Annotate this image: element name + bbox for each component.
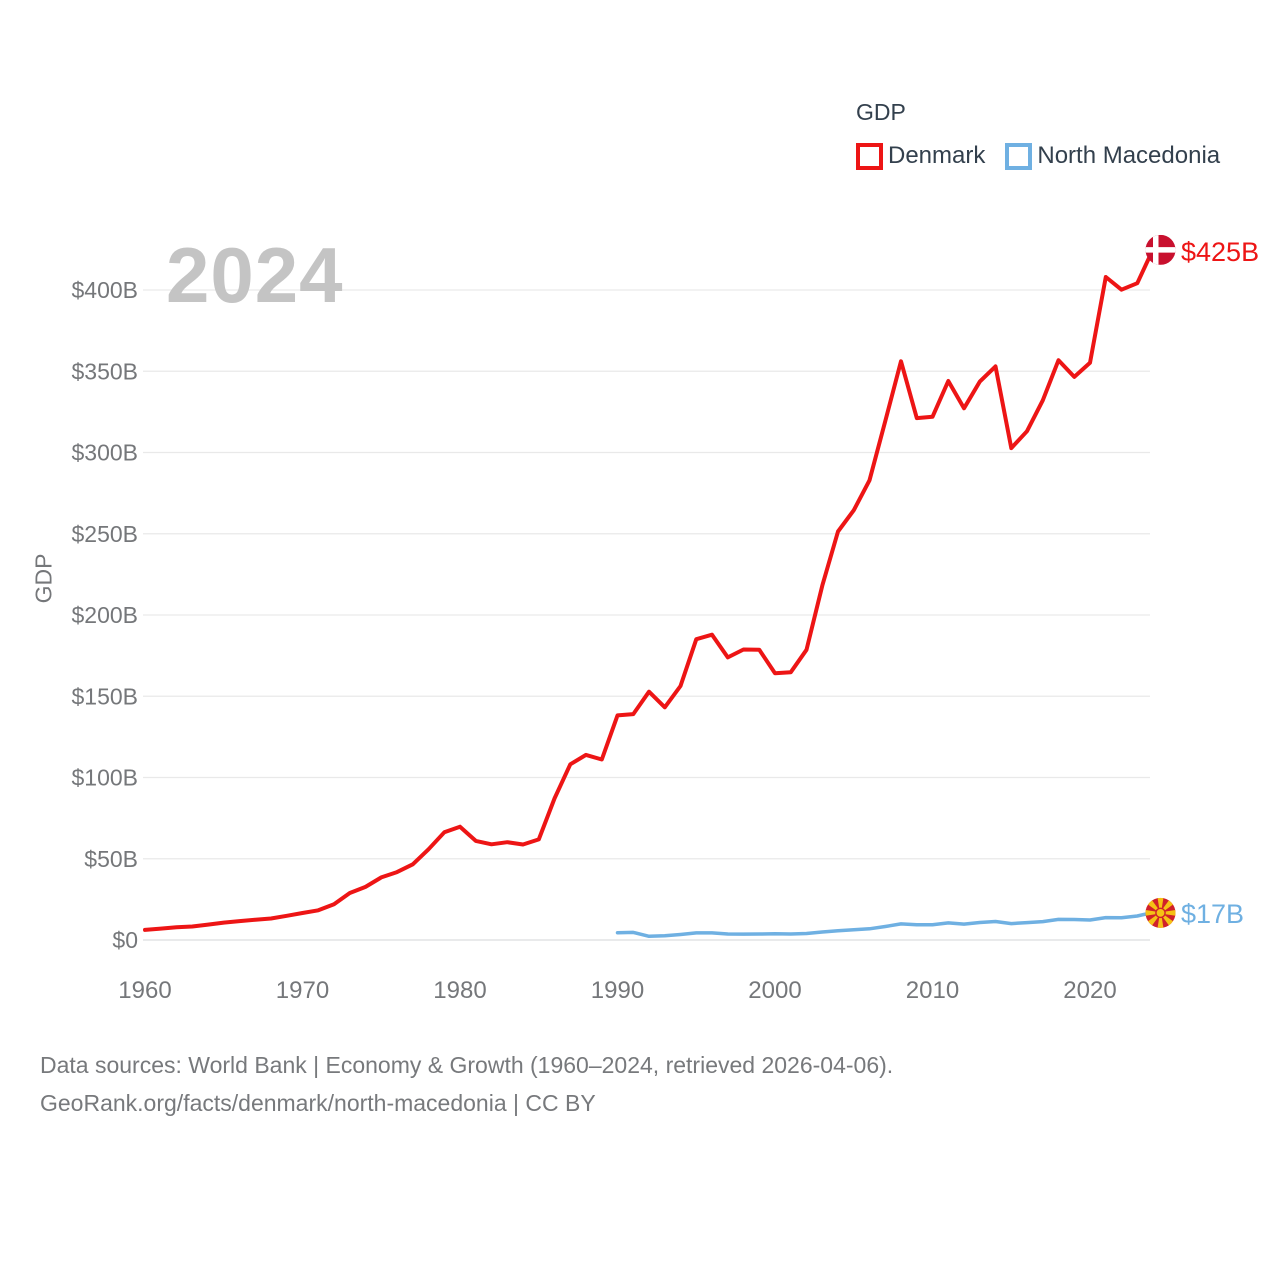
north-macedonia-series-swatch bbox=[1005, 142, 1033, 170]
y-tick-label: $150B bbox=[71, 683, 138, 709]
denmark-series-swatch bbox=[856, 142, 883, 170]
x-tick-label: 2020 bbox=[1063, 977, 1116, 1004]
series-line-denmark[interactable] bbox=[143, 247, 1155, 932]
legend-item-north-macedonia[interactable]: North Macedonia bbox=[1005, 142, 1220, 170]
gdp-line-chart[interactable]: $0 $50B $100B $150B $200B $250B $300B $350B $400… bbox=[0, 0, 1280, 1040]
data-sources-text: Data sources: World Bank | Economy & Gro… bbox=[40, 1052, 894, 1078]
y-axis-tick-labels: $0 $50B $100B $150B $200B $250B $300B $350B $400… bbox=[71, 277, 138, 953]
x-tick-label: 2000 bbox=[748, 977, 801, 1004]
y-axis-title: GDP bbox=[30, 553, 57, 604]
year-watermark: 2024 bbox=[166, 231, 344, 319]
y-tick-label: $250B bbox=[71, 521, 138, 547]
legend: GDP Denmark North Macedonia bbox=[856, 99, 1220, 170]
x-tick-label: 1970 bbox=[276, 977, 329, 1004]
y-tick-label: $0 bbox=[112, 927, 138, 953]
attribution-link-text: GeoRank.org/facts/denmark/north-macedoni… bbox=[40, 1090, 596, 1116]
series-lines bbox=[143, 247, 1155, 939]
denmark-end-value-label: $425B bbox=[1181, 237, 1260, 267]
legend-title: GDP bbox=[856, 99, 906, 125]
y-tick-label: $300B bbox=[71, 440, 138, 466]
y-tick-label: $200B bbox=[71, 602, 138, 628]
y-tick-label: $100B bbox=[71, 765, 138, 791]
north-macedonia-end-value-label: $17B bbox=[1181, 899, 1245, 929]
denmark-flag-icon bbox=[1145, 234, 1176, 265]
gridlines bbox=[143, 289, 1150, 941]
north-macedonia-flag-icon bbox=[1145, 897, 1176, 928]
legend-label-denmark: Denmark bbox=[888, 142, 986, 169]
series-line-north-macedonia[interactable] bbox=[615, 910, 1155, 939]
x-tick-label: 1980 bbox=[433, 977, 486, 1004]
x-tick-label: 1990 bbox=[591, 977, 644, 1004]
x-tick-label: 1960 bbox=[118, 977, 171, 1004]
legend-item-denmark[interactable]: Denmark bbox=[856, 142, 985, 170]
y-tick-label: $50B bbox=[84, 846, 138, 872]
y-tick-label: $350B bbox=[71, 358, 138, 384]
legend-label-north-macedonia: North Macedonia bbox=[1037, 142, 1221, 169]
y-tick-label: $400B bbox=[71, 277, 138, 303]
x-axis-tick-labels: 1960 1970 1980 1990 2000 2010 2020 bbox=[118, 977, 1116, 1004]
x-tick-label: 2010 bbox=[906, 977, 959, 1004]
